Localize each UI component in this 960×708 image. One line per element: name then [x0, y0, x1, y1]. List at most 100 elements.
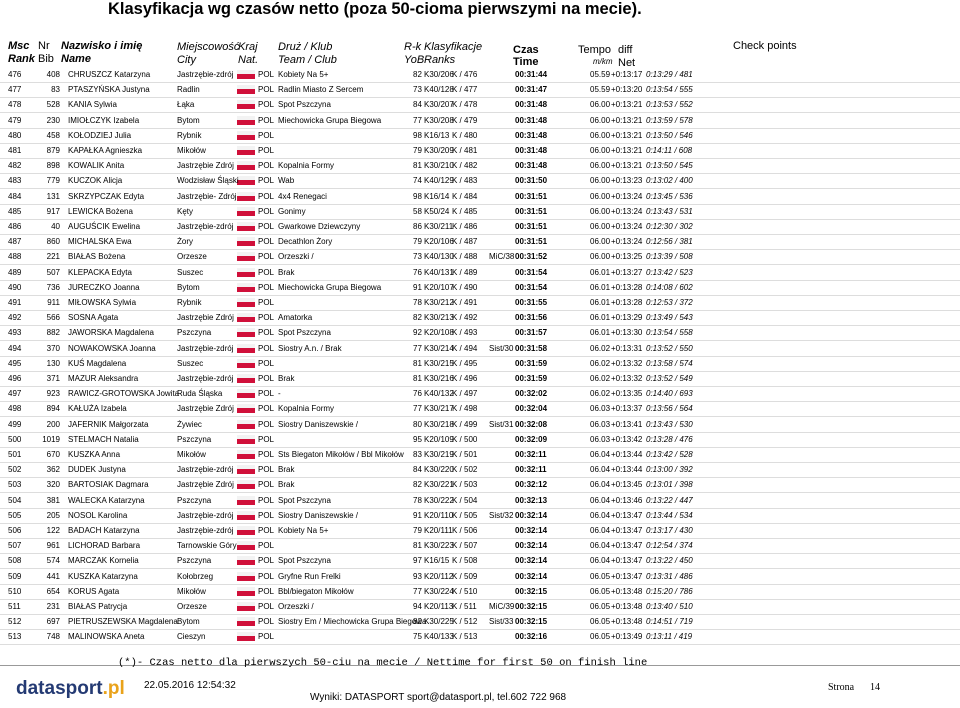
cell-nr: 670: [46, 450, 60, 459]
cell-tempo: 06.04: [590, 526, 611, 535]
cell-diff: +0:13:32: [611, 358, 643, 368]
cell-time: 00:32:15: [515, 617, 548, 627]
cell-net: 0:13:54 / 555: [646, 85, 693, 95]
column-header: Bib: [38, 53, 54, 65]
cell-net: 0:13:58 / 574: [646, 358, 693, 368]
flag: [237, 176, 255, 186]
cell-tempo: 06.04: [590, 465, 611, 475]
flag: [237, 586, 255, 596]
cell-city: Radlin: [177, 85, 200, 95]
cell-msc: 479: [8, 115, 22, 125]
table-row: 499 200 JAFERNIK Małgorzata Żywiec POL Siostr…: [0, 417, 960, 433]
cell-name: KUSZKA Katarzyna: [68, 571, 138, 581]
cell-nat: POL: [258, 298, 275, 307]
cell-diff: +0:13:47: [611, 541, 643, 551]
cell-cls: K / 495: [452, 358, 478, 368]
table-row: 489 507 KLEPACKA Edyta Suszec POL Brak 76 K40/1…: [0, 265, 960, 281]
cell-diff: +0:13:47: [611, 571, 643, 581]
column-header: Kraj: [238, 41, 258, 53]
cell-club: 4x4 Renegaci: [278, 191, 327, 201]
cell-city: Pszczyna: [177, 328, 212, 338]
cell-nat: POL: [258, 343, 275, 353]
cell-rk: K30/221: [424, 480, 454, 490]
cell-msc: 511: [8, 602, 21, 611]
cell-tempo: 06.03: [590, 419, 611, 429]
cell-name: KUSZKA Anna: [68, 450, 121, 459]
cell-city: Pszczyna: [177, 434, 212, 444]
cell-cls: K / 501: [452, 450, 478, 459]
cell-rk: K20/106: [424, 237, 454, 247]
cell-net: 0:13:52 / 550: [646, 343, 693, 353]
cell-nat: POL: [258, 176, 275, 186]
cell-rk: K16/13: [424, 130, 450, 140]
cell-nat: POL: [258, 237, 275, 247]
cell-diff: +0:13:29: [611, 313, 643, 323]
cell-rk: K30/213: [424, 313, 454, 323]
cell-city: Mikołów: [177, 450, 206, 459]
cell-time: 00:31:51: [515, 237, 548, 247]
cell-tempo: 06.02: [590, 374, 611, 383]
flag: [237, 70, 255, 79]
cell-msc: 491: [8, 298, 22, 307]
cell-tempo: 06.00: [590, 206, 611, 216]
cell-net: 0:13:00 / 392: [646, 465, 693, 475]
cell-nat: POL: [258, 419, 275, 429]
page-label: Strona: [828, 682, 855, 693]
cell-rk: K20/112: [424, 571, 454, 581]
cell-msc: 497: [8, 389, 22, 399]
cell-city: Pszczyna: [177, 556, 212, 566]
cell-diff: +0:13:47: [611, 526, 643, 535]
cell-nat: POL: [258, 115, 275, 125]
cell-city: Jastrzębie Zdrój: [177, 480, 234, 490]
cell-rk: K30/222: [424, 495, 454, 505]
cell-nr: 894: [46, 404, 60, 414]
cell-diff: +0:13:48: [611, 586, 643, 596]
cell-diff: +0:13:25: [611, 252, 643, 262]
cell-name: KLEPACKA Edyta: [68, 267, 132, 277]
title: Klasyfikacja wg czasów netto (poza 50-ci…: [108, 0, 642, 18]
cell-club: Brak: [278, 480, 295, 490]
cell-nat: POL: [258, 571, 275, 581]
cell-nr: 779: [46, 176, 60, 186]
cell-nat: POL: [258, 146, 275, 155]
cell-cls: K / 509: [452, 571, 478, 581]
flag: [237, 146, 255, 155]
cell-tempo: 06.00: [590, 130, 611, 140]
cell-yob: 98: [413, 130, 422, 140]
cell-diff: +0:13:37: [611, 404, 643, 414]
cell-tempo: 06.02: [590, 358, 611, 368]
flag: [237, 571, 255, 581]
cell-msc: 485: [8, 206, 22, 216]
cell-time: 00:31:57: [515, 328, 548, 338]
cell-club: Brak: [278, 374, 295, 383]
cell-msc: 510: [8, 586, 22, 596]
flag: [237, 632, 255, 642]
table-row: 509 441 KUSZKA Katarzyna Kołobrzeg POL Gryfne…: [0, 569, 960, 585]
table-row: 478 528 KANIA Sylwia Łąka POL Spot Pszczyna 84…: [0, 97, 960, 114]
cell-city: Cieszyn: [177, 632, 206, 642]
cell-tempo: 06.00: [590, 100, 611, 110]
table-row: 507 961 LICHORAD Barbara Tarnowskie Góry POL…: [0, 538, 960, 555]
cell-nr: 205: [46, 510, 60, 520]
flag: [237, 495, 255, 505]
cell-extra: Sist/32: [489, 510, 514, 520]
cell-name: CHRUSZCZ Katarzyna: [68, 70, 151, 79]
cell-name: MALINOWSKA Aneta: [68, 632, 145, 642]
cell-time: 00:31:55: [515, 298, 548, 307]
table-row: 480 458 KOŁODZIEJ Julia Rybnik POL 98 K16/13 K …: [0, 128, 960, 144]
cell-club: Brak: [278, 465, 295, 475]
cell-city: Jastrzębie-zdrój: [177, 465, 234, 475]
cell-club: Siostry A.n. / Brak: [278, 343, 342, 353]
flag: [237, 252, 255, 262]
cell-rk: K30/215: [424, 358, 454, 368]
cell-nat: POL: [258, 617, 275, 627]
cell-yob: 82: [413, 70, 422, 79]
flag: [237, 161, 255, 171]
cell-cls: K / 492: [452, 313, 478, 323]
cell-msc: 502: [8, 465, 22, 475]
flag: [237, 267, 255, 277]
cell-nr: 371: [46, 374, 60, 383]
cell-time: 00:32:04: [515, 404, 548, 414]
flag: [237, 374, 255, 383]
cell-nr: 83: [51, 85, 60, 95]
